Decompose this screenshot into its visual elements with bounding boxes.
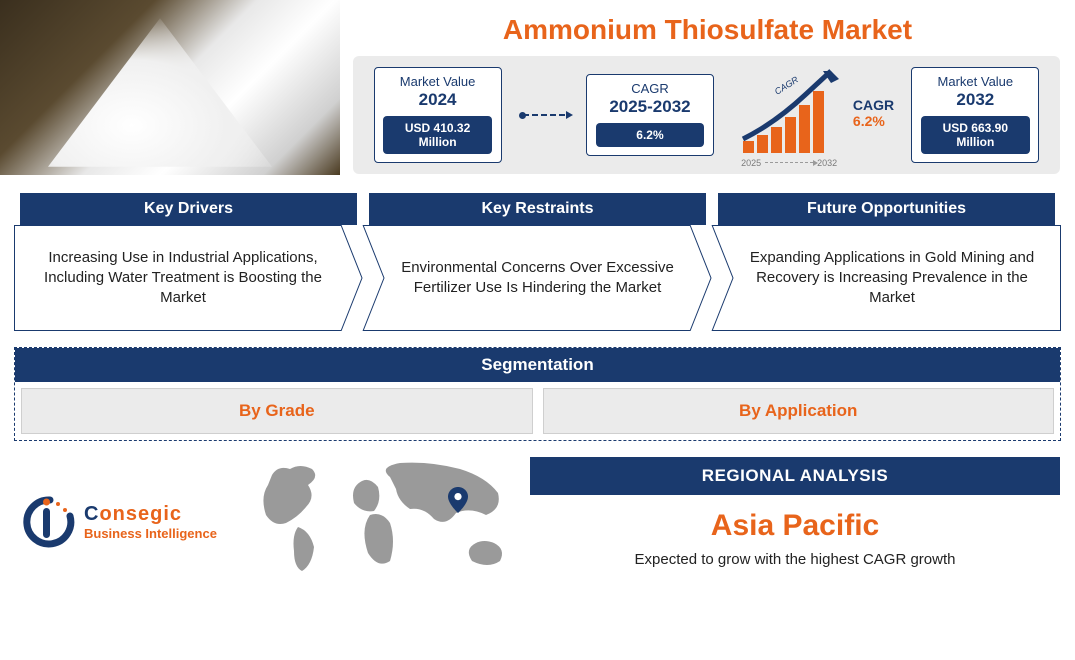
segmentation-header: Segmentation [15,348,1060,382]
segmentation-item: By Application [543,388,1055,434]
stat-value: USD 410.32 Million [383,116,492,155]
regional-header: REGIONAL ANALYSIS [530,457,1060,495]
map-pin-icon [448,487,468,518]
cagr-value: 6.2% [853,113,894,129]
stat-box-cagr: CAGR 2025-2032 6.2% [586,74,714,156]
logo-mark-icon [20,494,76,550]
factor-opportunities: Future Opportunities Expanding Applicati… [712,193,1061,331]
logo-letter: B [84,526,93,541]
factor-header: Key Drivers [20,193,357,225]
segmentation-item: By Grade [21,388,533,434]
cagr-year-end: 2032 [817,158,837,168]
factor-text: Expanding Applications in Gold Mining an… [712,225,1061,331]
factor-header: Key Restraints [369,193,706,225]
market-factors-row: Key Drivers Increasing Use in Industrial… [14,193,1061,331]
logo-word: onsegic [99,503,182,525]
logo-letter: C [84,503,99,525]
brand-logo: Consegic Business Intelligence [0,457,250,587]
stat-year: 2025-2032 [591,97,709,117]
year-range-arrow-icon [765,162,813,163]
regional-name: Asia Pacific [530,509,1060,543]
factor-header: Future Opportunities [718,193,1055,225]
stat-label: CAGR [591,81,709,96]
page-title: Ammonium Thiosulfate Market [340,0,1075,46]
world-map-icon [250,457,530,587]
product-photo [0,0,340,175]
cagr-year-start: 2025 [741,158,761,168]
logo-text: Consegic Business Intelligence [84,503,217,541]
factor-drivers: Key Drivers Increasing Use in Industrial… [14,193,363,331]
stat-box-2024: Market Value 2024 USD 410.32 Million [374,67,502,164]
factor-restraints: Key Restraints Environmental Concerns Ov… [363,193,712,331]
stat-year: 2032 [916,90,1034,110]
regional-caption: Expected to grow with the highest CAGR g… [530,551,1060,568]
svg-text:CAGR: CAGR [773,74,801,97]
connector-arrow-icon [523,114,565,116]
stat-value: USD 663.90 Million [921,116,1030,155]
logo-word: usiness Intelligence [93,526,217,541]
stat-value: 6.2% [596,123,705,147]
factor-text: Environmental Concerns Over Excessive Fe… [363,225,712,331]
cagr-growth-chart-icon: CAGR CAGR 6.2% 2025 2032 [735,65,890,165]
stat-label: Market Value [379,74,497,89]
factor-text: Increasing Use in Industrial Application… [14,225,363,331]
stat-year: 2024 [379,90,497,110]
stat-label: Market Value [916,74,1034,89]
cagr-label: CAGR [853,97,894,113]
regional-analysis: REGIONAL ANALYSIS Asia Pacific Expected … [530,457,1075,587]
stat-box-2032: Market Value 2032 USD 663.90 Million [911,67,1039,164]
market-stats-strip: Market Value 2024 USD 410.32 Million CAG… [353,56,1060,174]
segmentation-panel: Segmentation By Grade By Application [14,347,1061,441]
